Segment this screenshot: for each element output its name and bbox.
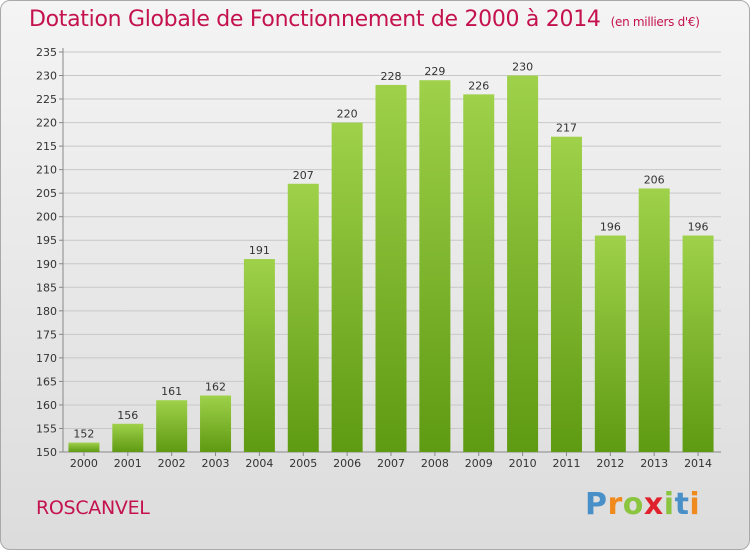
bar-2000: [68, 442, 100, 452]
bar-2001: [112, 423, 144, 452]
x-tick-label: 2000: [70, 457, 98, 470]
data-label: 206: [644, 173, 665, 186]
y-tick-label: 150: [36, 446, 57, 459]
bar-2013: [638, 188, 670, 452]
bar-2009: [463, 94, 495, 453]
y-tick-label: 190: [36, 258, 57, 271]
logo-letter: o: [622, 487, 644, 522]
commune-name: ROSCANVEL: [36, 497, 150, 519]
data-labels: 152 156 161 162 191 207 220 228 229 226 230 217 196 2…: [73, 61, 708, 441]
chart-title-text: Dotation Globale de Fonctionnement de 20…: [29, 7, 601, 32]
x-tick-label: 2012: [596, 457, 624, 470]
x-tick-label: 2008: [421, 457, 449, 470]
y-tick-label: 210: [36, 164, 57, 177]
x-tick-label: 2002: [158, 457, 186, 470]
x-tick-label: 2001: [114, 457, 142, 470]
bar-2002: [156, 400, 188, 452]
logo-letter: i: [689, 487, 701, 522]
data-label: 229: [424, 65, 445, 78]
x-tick-label: 2010: [509, 457, 537, 470]
y-tick-label: 185: [36, 281, 57, 294]
x-tick-label: 2003: [202, 457, 230, 470]
y-tick-labels: 150 155 160 165 170 175 180 185 190 195 200 205 210 2…: [36, 46, 57, 459]
y-tick-label: 215: [36, 140, 57, 153]
x-tick-label: 2004: [245, 457, 273, 470]
proxiti-logo[interactable]: Proxiti: [585, 487, 700, 522]
x-tick-label: 2007: [377, 457, 405, 470]
y-tick-label: 235: [36, 46, 57, 59]
bar-2011: [550, 136, 582, 453]
logo-letter: t: [674, 487, 690, 522]
chart-unit: (en milliers d'€): [610, 15, 700, 29]
data-label: 230: [512, 61, 533, 74]
x-tick-label: 2005: [289, 457, 317, 470]
x-tick-labels: 2000 2001 2002 2003 2004 2005 2006 2007 2008 2009…: [70, 452, 712, 470]
x-tick-label: 2014: [684, 457, 712, 470]
x-tick-label: 2006: [333, 457, 361, 470]
data-label: 161: [161, 385, 182, 398]
data-label: 156: [117, 409, 138, 422]
bar-2006: [331, 122, 363, 453]
bar-2014: [682, 235, 714, 452]
y-tick-label: 175: [36, 328, 57, 341]
x-tick-label: 2013: [640, 457, 668, 470]
chart-title: Dotation Globale de Fonctionnement de 20…: [29, 7, 700, 32]
data-label: 207: [293, 169, 314, 182]
y-tick-label: 225: [36, 93, 57, 106]
data-label: 217: [556, 122, 577, 135]
bar-2008: [419, 80, 451, 452]
bar-2003: [200, 395, 232, 452]
data-label: 196: [600, 221, 621, 234]
y-tick-label: 165: [36, 375, 57, 388]
y-tick-label: 220: [36, 117, 57, 130]
data-label: 162: [205, 381, 226, 394]
y-tick-label: 160: [36, 399, 57, 412]
x-tick-label: 2009: [465, 457, 493, 470]
y-tick-label: 180: [36, 305, 57, 318]
y-tick-label: 155: [36, 422, 57, 435]
data-label: 152: [73, 428, 94, 441]
bar-2012: [594, 235, 626, 452]
bar-2007: [375, 84, 407, 453]
y-tick-label: 205: [36, 187, 57, 200]
data-label: 196: [688, 221, 709, 234]
logo-letter: P: [585, 487, 608, 522]
x-tick-label: 2011: [552, 457, 580, 470]
y-tick-label: 195: [36, 234, 57, 247]
logo-letter: r: [607, 487, 623, 522]
y-tick-label: 200: [36, 211, 57, 224]
logo-letter: i: [663, 487, 675, 522]
data-label: 220: [337, 108, 358, 121]
data-label: 226: [468, 79, 489, 92]
logo-letter: x: [643, 487, 664, 522]
y-tick-label: 170: [36, 352, 57, 365]
bar-2004: [243, 259, 275, 452]
bar-2010: [507, 75, 539, 452]
data-label: 228: [381, 70, 402, 83]
bars: [68, 75, 714, 453]
bar-2005: [287, 183, 319, 452]
data-label: 191: [249, 244, 270, 257]
y-tick-label: 230: [36, 70, 57, 83]
